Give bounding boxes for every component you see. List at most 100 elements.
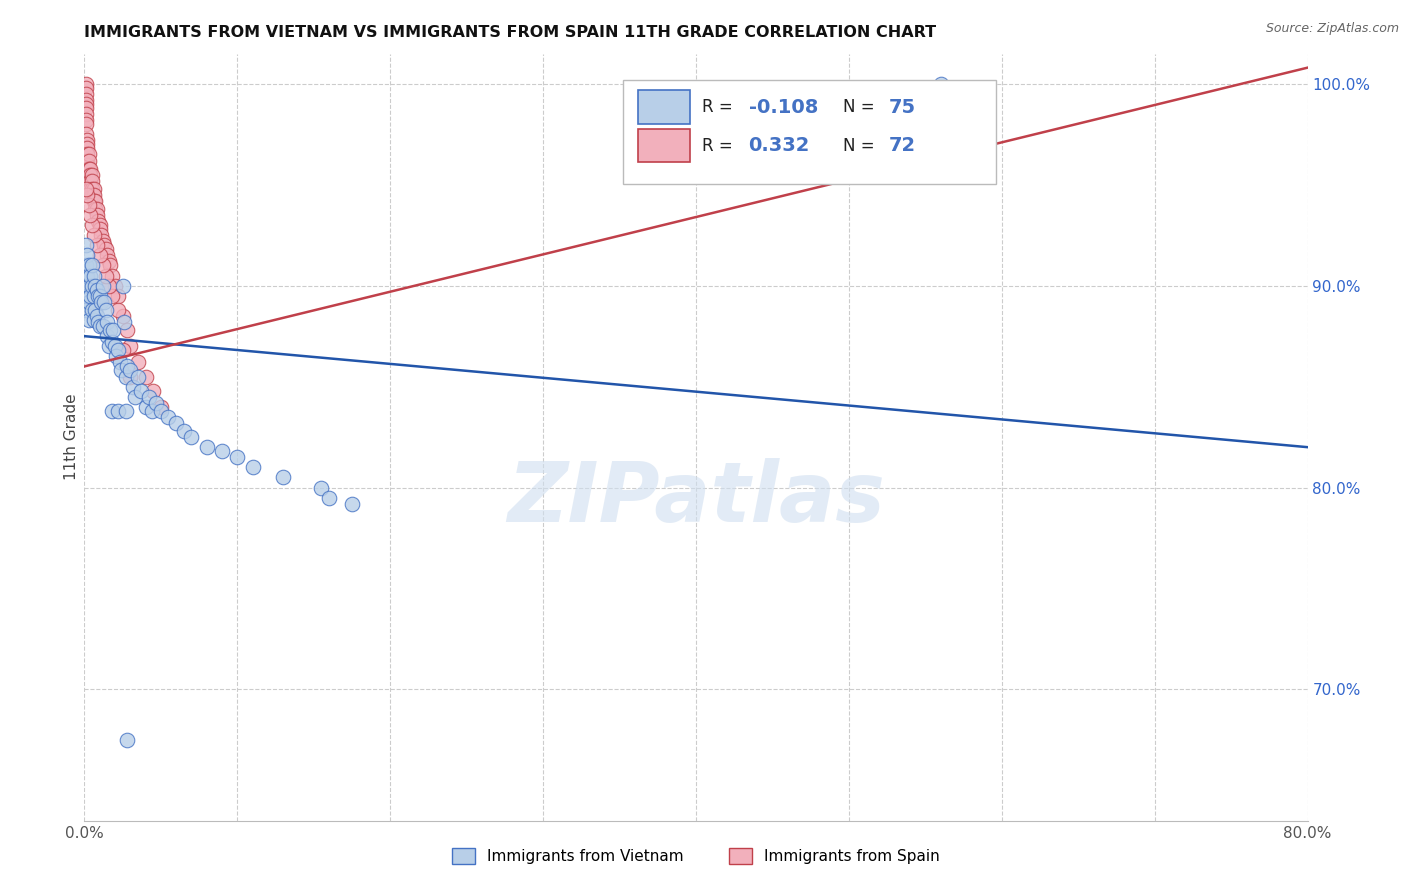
Point — [101, 268, 124, 283]
Point — [77, 259, 100, 273]
Point — [75, 87, 97, 101]
Point — [124, 390, 146, 404]
Point — [173, 424, 195, 438]
Point — [79, 161, 101, 176]
Point — [97, 339, 120, 353]
Point — [141, 404, 163, 418]
Point — [76, 147, 98, 161]
Point — [110, 363, 132, 377]
Point — [80, 182, 103, 196]
Point — [111, 343, 134, 358]
Point — [120, 339, 142, 353]
Y-axis label: 11th Grade: 11th Grade — [63, 393, 79, 481]
Point — [79, 168, 101, 182]
Point — [76, 289, 98, 303]
Point — [83, 182, 105, 196]
Legend: Immigrants from Vietnam, Immigrants from Spain: Immigrants from Vietnam, Immigrants from… — [446, 842, 946, 871]
Point — [114, 404, 136, 418]
Point — [86, 238, 108, 252]
Point — [75, 93, 97, 107]
Point — [77, 198, 100, 212]
FancyBboxPatch shape — [623, 80, 995, 184]
FancyBboxPatch shape — [638, 128, 690, 162]
Point — [96, 248, 118, 262]
Point — [75, 113, 97, 128]
Point — [77, 153, 100, 168]
Point — [76, 248, 98, 262]
Point — [83, 268, 105, 283]
Point — [96, 329, 118, 343]
Point — [929, 77, 952, 91]
Point — [77, 313, 100, 327]
Point — [75, 268, 97, 283]
Point — [112, 315, 135, 329]
Point — [91, 234, 114, 248]
Point — [79, 182, 101, 196]
Point — [149, 400, 172, 414]
Point — [87, 289, 110, 303]
Point — [75, 97, 97, 112]
Point — [83, 289, 105, 303]
Text: R =: R = — [702, 136, 738, 154]
Point — [77, 174, 100, 188]
Point — [75, 117, 97, 131]
Point — [115, 359, 138, 374]
Point — [77, 278, 100, 293]
Point — [76, 137, 98, 152]
Point — [127, 369, 149, 384]
Point — [96, 315, 118, 329]
Point — [94, 243, 117, 257]
Point — [75, 128, 97, 142]
Point — [75, 302, 97, 317]
Point — [80, 168, 103, 182]
Point — [83, 194, 105, 208]
Point — [75, 182, 97, 196]
Point — [77, 161, 100, 176]
Point — [84, 302, 107, 317]
Point — [340, 497, 363, 511]
Point — [75, 77, 97, 91]
Point — [76, 157, 98, 171]
Point — [80, 187, 103, 202]
Point — [94, 268, 117, 283]
Point — [79, 289, 101, 303]
Point — [84, 202, 107, 216]
Point — [80, 302, 103, 317]
Point — [122, 379, 145, 393]
Point — [80, 174, 103, 188]
Point — [77, 168, 100, 182]
Text: 0.332: 0.332 — [748, 136, 810, 155]
Point — [97, 278, 120, 293]
Point — [80, 218, 103, 232]
Point — [129, 384, 152, 398]
Point — [94, 302, 117, 317]
Point — [75, 107, 97, 121]
Point — [76, 141, 98, 155]
Point — [180, 430, 202, 444]
Point — [86, 208, 108, 222]
Point — [104, 339, 127, 353]
Point — [114, 369, 136, 384]
Point — [84, 278, 107, 293]
Point — [135, 400, 157, 414]
Point — [107, 302, 129, 317]
Point — [89, 222, 111, 236]
FancyBboxPatch shape — [638, 90, 690, 124]
Point — [76, 153, 98, 168]
Point — [89, 248, 111, 262]
Point — [91, 278, 114, 293]
Point — [157, 409, 180, 424]
Text: ZIPatlas: ZIPatlas — [508, 458, 884, 539]
Point — [120, 369, 142, 384]
Point — [90, 228, 112, 243]
Point — [86, 202, 108, 216]
Text: N =: N = — [842, 98, 880, 116]
Point — [135, 369, 157, 384]
Point — [83, 228, 105, 243]
Point — [86, 309, 108, 323]
Point — [79, 208, 101, 222]
Point — [75, 259, 97, 273]
Point — [83, 187, 105, 202]
Point — [83, 313, 105, 327]
Text: 72: 72 — [889, 136, 917, 155]
